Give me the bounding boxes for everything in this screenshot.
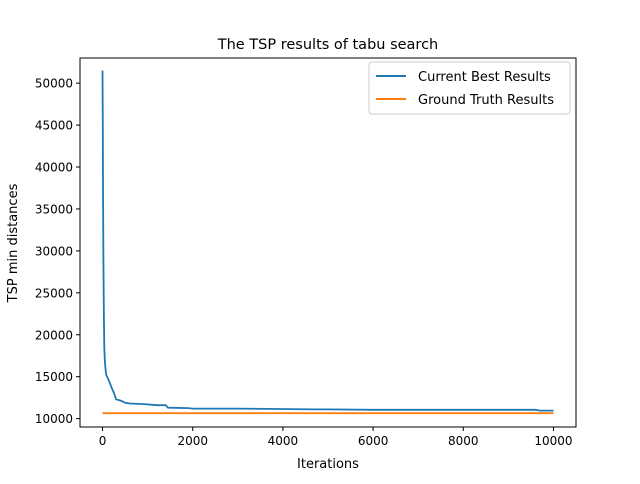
legend: Current Best Results Ground Truth Result… — [368, 61, 571, 115]
legend-box — [368, 61, 571, 115]
axes-frame — [79, 57, 577, 428]
y-tick-label: 35000 — [35, 202, 73, 216]
y-tick-label: 40000 — [35, 161, 73, 175]
x-tick-label: 4000 — [268, 434, 299, 448]
x-tick-label: 8000 — [448, 434, 479, 448]
y-axis-label: TSP min distances — [6, 183, 21, 303]
y-tick-label: 50000 — [35, 77, 73, 91]
y-tick-label: 30000 — [35, 244, 73, 258]
plot-lines — [101, 70, 554, 415]
y-tick-label: 10000 — [35, 412, 73, 426]
y-tick-label: 25000 — [35, 286, 73, 300]
y-tick-label: 45000 — [35, 119, 73, 133]
legend-label-current-best: Current Best Results — [418, 70, 551, 85]
legend-label-ground-truth: Ground Truth Results — [418, 93, 554, 108]
x-tick-label: 6000 — [358, 434, 389, 448]
chart-title: The TSP results of tabu search — [217, 37, 439, 53]
x-tick-label: 10000 — [534, 434, 572, 448]
x-axis-ticks: 0 2000 4000 6000 8000 10000 — [99, 427, 573, 448]
series-line-0 — [101, 70, 554, 412]
y-tick-label: 20000 — [35, 328, 73, 342]
x-tick-label: 0 — [99, 434, 107, 448]
y-tick-label: 15000 — [35, 370, 73, 384]
x-axis-label: Iterations — [297, 457, 359, 472]
x-tick-label: 2000 — [177, 434, 208, 448]
y-axis-ticks: 10000 15000 20000 25000 30000 35000 40000 45000… — [35, 77, 80, 426]
